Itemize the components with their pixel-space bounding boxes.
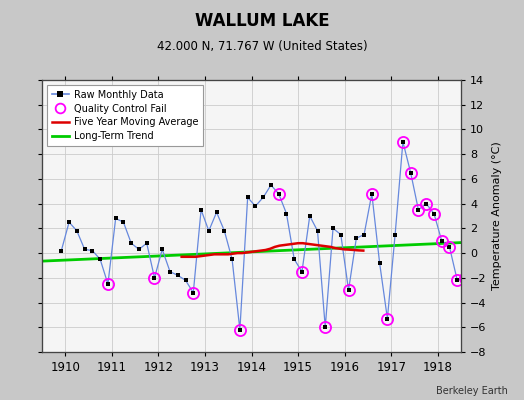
Legend: Raw Monthly Data, Quality Control Fail, Five Year Moving Average, Long-Term Tren: Raw Monthly Data, Quality Control Fail, … — [47, 85, 203, 146]
Text: WALLUM LAKE: WALLUM LAKE — [195, 12, 329, 30]
Text: Berkeley Earth: Berkeley Earth — [436, 386, 508, 396]
Y-axis label: Temperature Anomaly (°C): Temperature Anomaly (°C) — [492, 142, 502, 290]
Text: 42.000 N, 71.767 W (United States): 42.000 N, 71.767 W (United States) — [157, 40, 367, 53]
